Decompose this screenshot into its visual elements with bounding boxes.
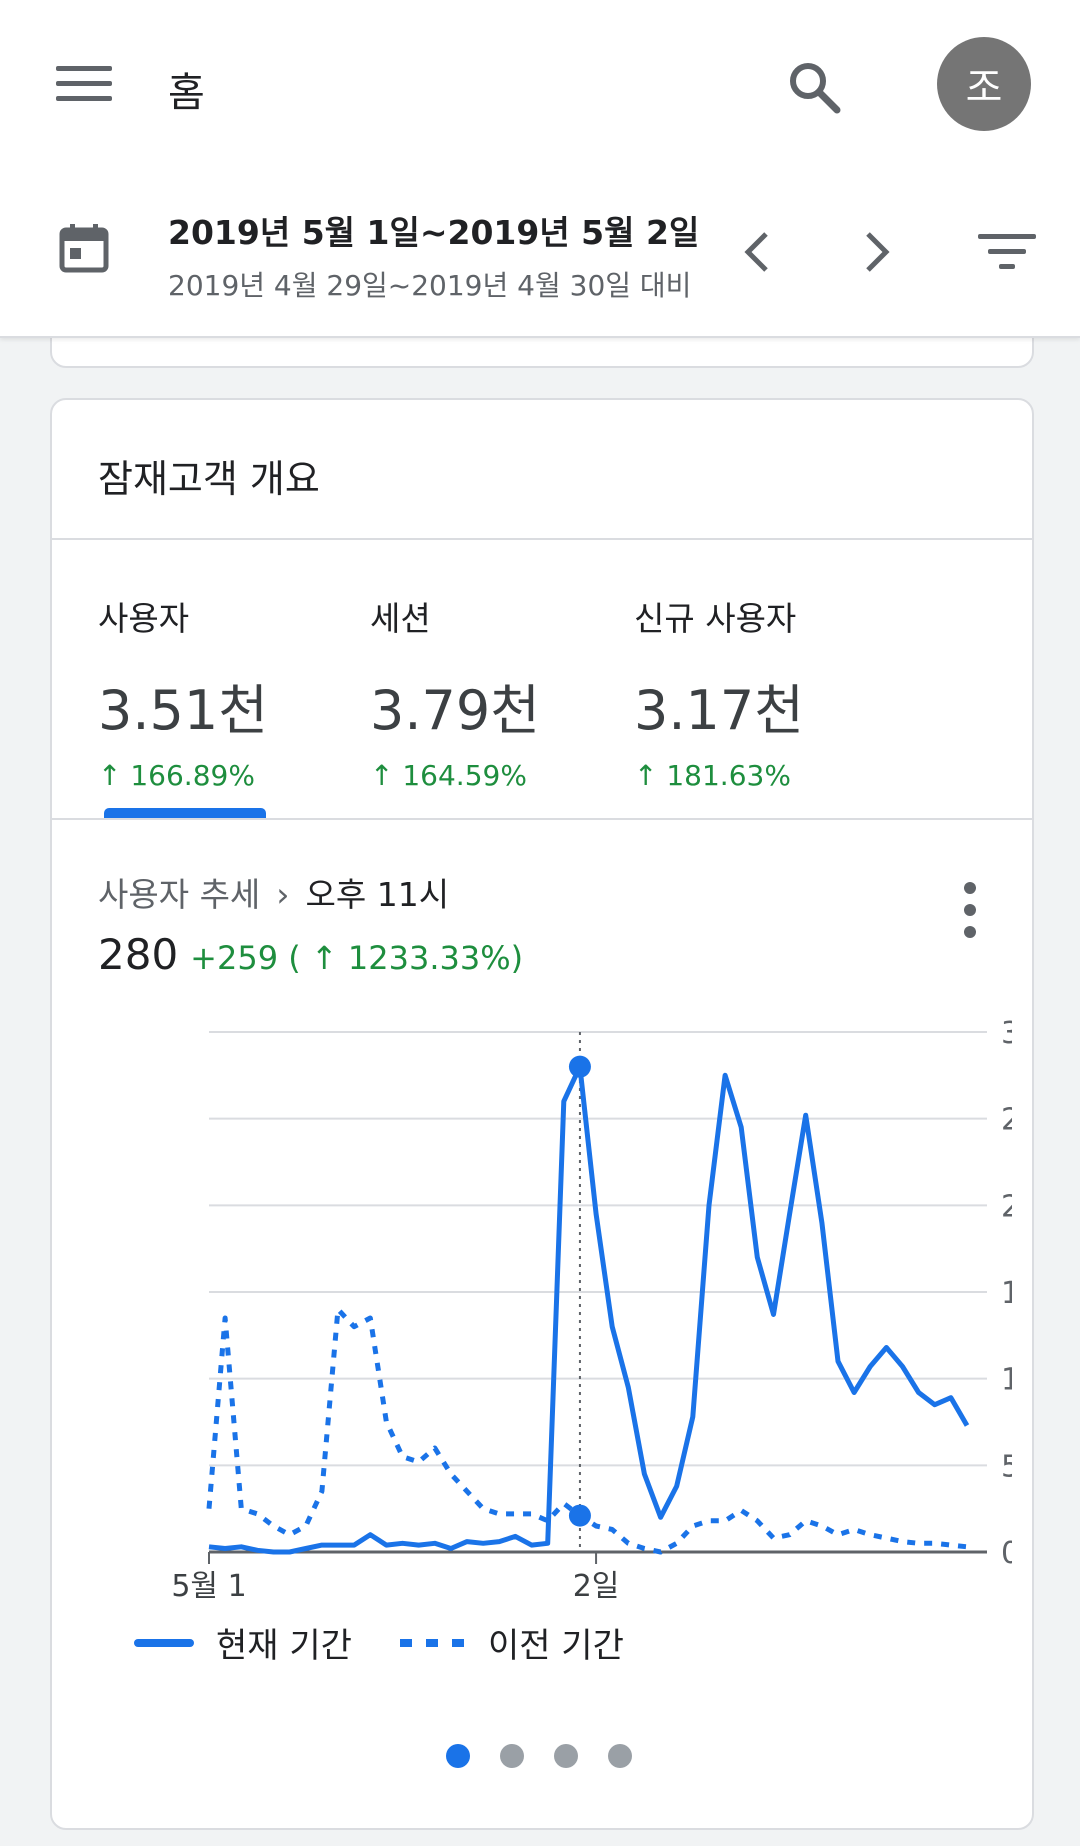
- divider: [52, 818, 1032, 820]
- series-line-current: [208, 1064, 970, 1555]
- page-dot[interactable]: [500, 1744, 524, 1768]
- highlight-point-previous: [568, 1504, 591, 1527]
- metric-value: 3.79천: [370, 679, 540, 742]
- x-tick-label: 5월 1: [171, 1569, 246, 1604]
- date-range[interactable]: 2019년 5월 1일~2019년 5월 2일: [168, 213, 700, 252]
- page-title: 홈: [168, 70, 205, 116]
- page-dot[interactable]: [554, 1744, 578, 1768]
- metric-label: 세션: [370, 599, 431, 638]
- divider: [52, 538, 1032, 540]
- metric-value: 3.17천: [634, 679, 804, 742]
- y-tick-label: 300: [1001, 1016, 1012, 1051]
- y-tick-label: 250: [1001, 1103, 1012, 1138]
- metric-users[interactable]: 사용자 3.51천 ↑ 166.89%: [98, 592, 268, 792]
- legend-swatch-current: [134, 1638, 194, 1647]
- selected-tab-indicator: [104, 808, 266, 818]
- metric-change: ↑ 164.59%: [370, 759, 527, 792]
- page-dot[interactable]: [608, 1744, 632, 1768]
- metric-sessions[interactable]: 세션 3.79천 ↑ 164.59%: [370, 592, 540, 792]
- legend-swatch-previous: [399, 1638, 464, 1647]
- chevron-right-icon: ›: [276, 875, 290, 914]
- calendar-icon[interactable]: [58, 222, 110, 274]
- series-line-previous: [206, 1306, 968, 1555]
- trend-label: 사용자 추세: [98, 875, 261, 914]
- audience-overview-card: 잠재고객 개요 사용자 3.51천 ↑ 166.89% 세션 3.79천 ↑ 1…: [50, 398, 1034, 1830]
- metric-label: 신규 사용자: [634, 599, 797, 638]
- metric-change: ↑ 166.89%: [98, 759, 255, 792]
- metric-value: 3.51천: [98, 679, 268, 742]
- legend-label-previous: 이전 기간: [487, 1626, 624, 1666]
- more-vert-icon[interactable]: [958, 880, 982, 940]
- metric-new-users[interactable]: 신규 사용자 3.17천 ↑ 181.63%: [634, 592, 804, 792]
- y-tick-label: 200: [1001, 1189, 1012, 1224]
- highlight-point-current: [568, 1055, 591, 1078]
- chevron-right-icon[interactable]: [856, 226, 896, 278]
- page-dot[interactable]: [446, 1744, 470, 1768]
- page-indicator: [446, 1744, 632, 1768]
- avatar[interactable]: 조: [937, 37, 1031, 131]
- metric-change: ↑ 181.63%: [634, 759, 791, 792]
- legend-label-current: 현재 기간: [216, 1626, 352, 1666]
- search-icon[interactable]: [785, 58, 845, 118]
- trend-selected-time: 오후 11시: [305, 875, 450, 914]
- x-tick-label: 2일: [573, 1569, 620, 1604]
- y-tick-label: 50: [1001, 1449, 1012, 1484]
- trend-current-value: 280: [98, 930, 179, 979]
- line-chart[interactable]: 0 50 100 150 200 250 300 5월 1 2일: [112, 1010, 1012, 1610]
- menu-icon[interactable]: [56, 64, 112, 104]
- trend-breadcrumb[interactable]: 사용자 추세 › 오후 11시: [98, 868, 449, 916]
- y-tick-label: 150: [1001, 1276, 1012, 1311]
- y-tick-label: 0: [1001, 1536, 1012, 1571]
- chevron-left-icon[interactable]: [738, 226, 778, 278]
- metric-label: 사용자: [98, 599, 190, 638]
- top-app-bar: 홈 조 2019년 5월 1일~2019년 5월 2일 2019년 4월 29일…: [0, 0, 1080, 338]
- trend-delta: +259 ( ↑ 1233.33%): [190, 939, 524, 977]
- card-title: 잠재고객 개요: [98, 457, 320, 501]
- trend-value: 280 +259 ( ↑ 1233.33%): [98, 930, 523, 979]
- y-tick-label: 100: [1001, 1363, 1012, 1398]
- filter-icon[interactable]: [978, 232, 1036, 272]
- chart-legend: 현재 기간 이전 기간: [134, 1618, 624, 1667]
- compare-range: 2019년 4월 29일~2019년 4월 30일 대비: [168, 269, 692, 302]
